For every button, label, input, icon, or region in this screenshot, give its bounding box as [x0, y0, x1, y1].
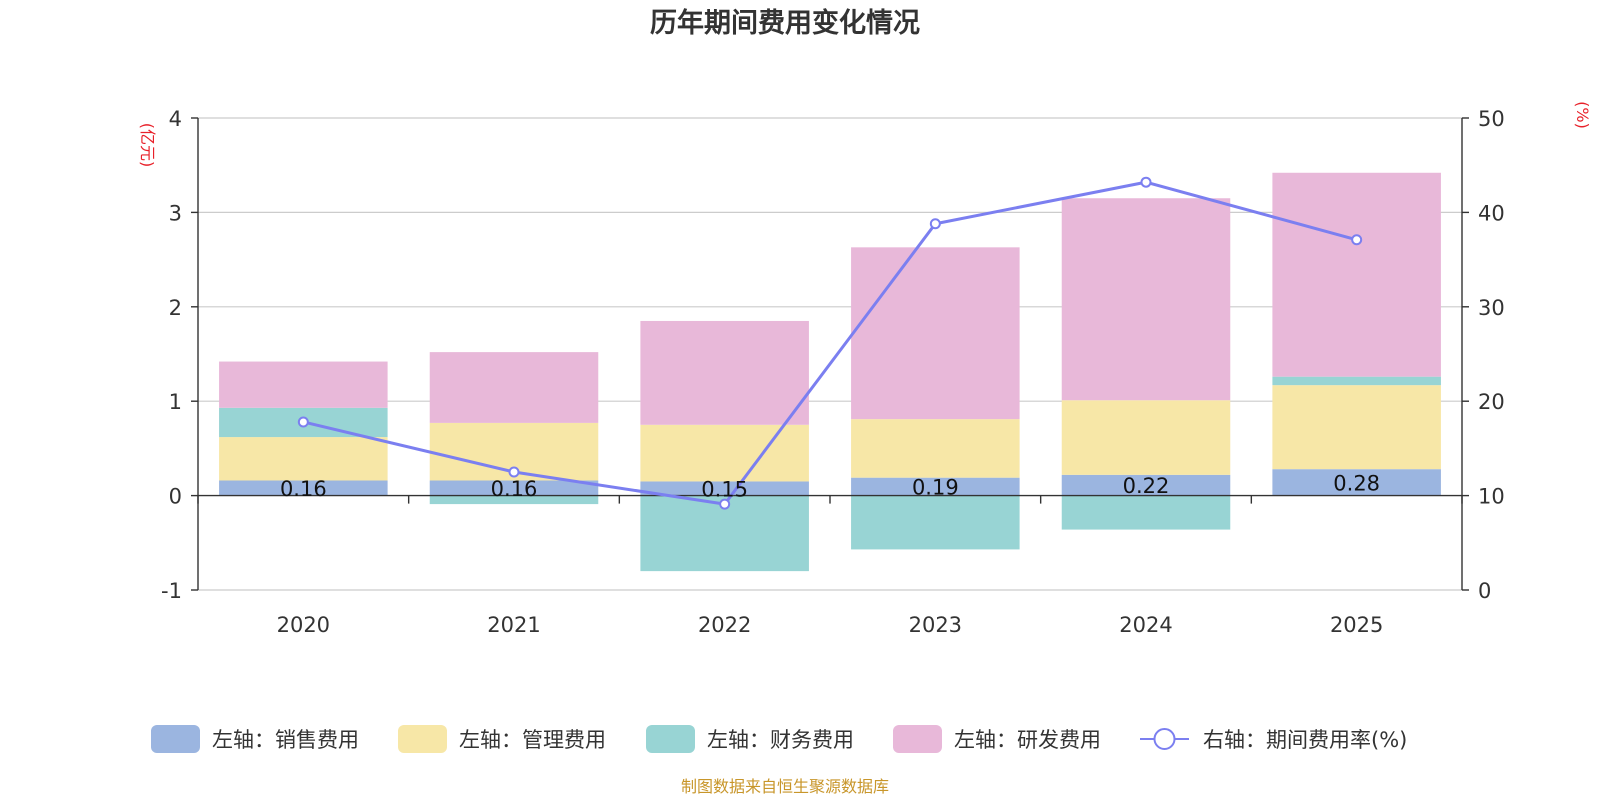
bar-segment [1272, 172, 1441, 377]
left-axis-tick-label: 3 [169, 201, 182, 225]
expense-rate-point [508, 466, 520, 478]
bar-segment [1272, 376, 1441, 386]
expense-rate-point [929, 218, 941, 230]
x-axis-category-label: 2025 [1330, 613, 1383, 637]
left-axis-tick-label: 1 [169, 390, 182, 414]
right-axis-tick-label: 30 [1478, 296, 1505, 320]
x-axis-category-label: 2021 [487, 613, 540, 637]
legend-label: 右轴：期间费用率(%) [1203, 728, 1407, 752]
x-axis-category-label: 2023 [909, 613, 962, 637]
legend-line-marker [1153, 728, 1176, 750]
bar-segment [219, 480, 388, 496]
bar-layer [219, 172, 1441, 572]
left-axis-tick-label: 2 [169, 296, 182, 320]
right-axis-tick-label: 20 [1478, 390, 1505, 414]
expense-rate-line [302, 180, 1358, 506]
legend-label: 左轴：财务费用 [707, 728, 854, 752]
bar-segment [1061, 495, 1231, 530]
chart-title: 历年期间费用变化情况 [650, 7, 920, 39]
x-axis-category-label: 2022 [698, 613, 751, 637]
bar-segment [640, 424, 809, 482]
expense-rate-point [719, 498, 731, 510]
bar-segment [429, 495, 599, 505]
line-layer [297, 176, 1363, 510]
legend-label: 左轴：研发费用 [954, 728, 1101, 752]
legend-swatch [646, 725, 695, 753]
right-axis-tick-label: 50 [1478, 107, 1505, 131]
right-axis-unit: (%) [1573, 101, 1592, 129]
right-axis-tick-label: 0 [1478, 579, 1491, 603]
bar-segment [1061, 400, 1231, 475]
legend-swatch [398, 725, 447, 753]
right-axis-tick-label: 10 [1478, 485, 1505, 509]
bar-segment [1272, 469, 1441, 496]
data-label: 0.22 [1123, 474, 1170, 498]
expense-rate-point [1351, 234, 1363, 246]
bar-segment [851, 247, 1020, 420]
x-axis-category-label: 2024 [1119, 613, 1172, 637]
data-label: 0.16 [491, 477, 538, 501]
left-axis-tick-label: 4 [169, 107, 182, 131]
legend-swatch [893, 725, 942, 753]
expense-rate-point [297, 416, 309, 428]
bar-segment [219, 437, 388, 481]
bar-segment [429, 352, 599, 423]
left-axis-tick-label: -1 [161, 579, 182, 603]
x-axis-category-label: 2020 [277, 613, 330, 637]
bar-segment [640, 320, 809, 425]
data-label: 0.15 [701, 478, 748, 502]
legend: 左轴：销售费用 左轴：管理费用 左轴：财务费用 左轴：研发费用 右轴：期间费用率(%) [151, 725, 1407, 753]
bar-segment [1061, 474, 1231, 496]
bar-segment [851, 495, 1020, 550]
label-layer: 0.16 0.16 0.15 0.19 0.22 0.28 [280, 471, 1380, 501]
right-axis-tick-label: 40 [1478, 201, 1505, 225]
left-axis-tick-label: 0 [169, 485, 182, 509]
expense-rate-point [1140, 176, 1152, 188]
legend-label: 左轴：管理费用 [459, 728, 606, 752]
bar-segment [640, 481, 809, 496]
bar-segment [429, 480, 599, 496]
bar-segment [219, 361, 388, 408]
legend-label: 左轴：销售费用 [212, 728, 359, 752]
bar-segment [1272, 385, 1441, 470]
data-source-note: 制图数据来自恒生聚源数据库 [681, 777, 889, 796]
data-label: 0.16 [280, 477, 327, 501]
bar-segment [851, 419, 1020, 478]
left-axis-unit: (亿元) [138, 123, 157, 168]
data-label: 0.28 [1333, 471, 1380, 495]
data-label: 0.19 [912, 476, 959, 500]
bar-segment [851, 477, 1020, 496]
bar-segment [1061, 198, 1231, 401]
legend-swatch [151, 725, 200, 753]
